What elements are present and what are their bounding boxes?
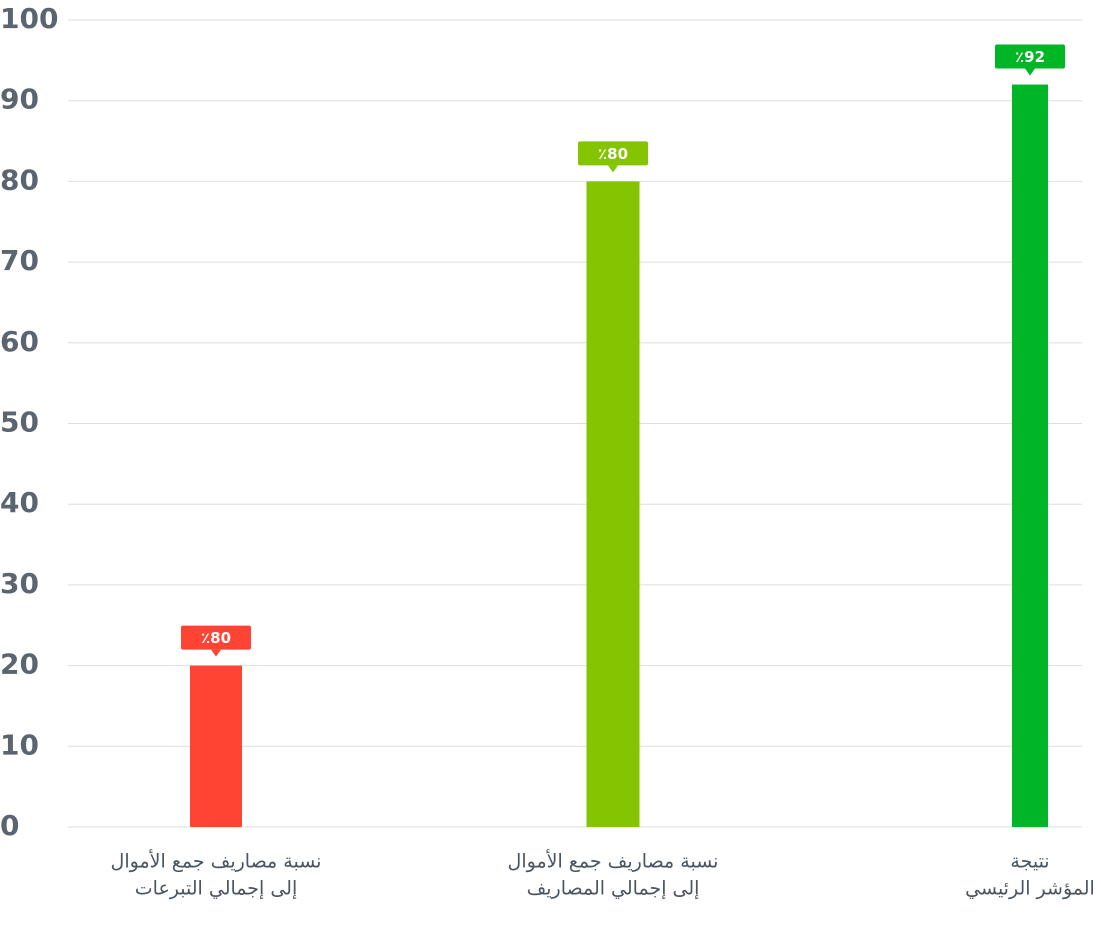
x-tick-label: نتيجة	[1010, 851, 1049, 873]
value-annotation: ٪80	[598, 145, 628, 163]
bar	[1012, 84, 1048, 827]
y-tick-label: 100	[0, 2, 58, 35]
y-tick-label: 0	[0, 809, 19, 842]
callout	[181, 625, 251, 650]
value-annotation: ٪80	[201, 629, 231, 647]
y-tick-label: 80	[0, 163, 39, 196]
y-tick-label: 50	[0, 406, 39, 439]
x-tick-label: إلى إجمالي التبرعات	[135, 878, 297, 901]
y-tick-label: 30	[0, 567, 39, 600]
y-tick-label: 10	[0, 728, 39, 761]
x-tick-label: نسبة مصاريف جمع الأموال	[508, 850, 719, 873]
bar	[586, 181, 640, 827]
x-tick-label: نسبة مصاريف جمع الأموال	[111, 850, 322, 873]
y-tick-label: 60	[0, 325, 39, 358]
callout-pointer	[211, 649, 221, 657]
callout	[995, 44, 1065, 69]
callout-pointer	[1025, 68, 1035, 76]
x-tick-label: المؤشر الرئيسي	[965, 878, 1095, 900]
callout	[578, 141, 648, 166]
y-tick-label: 70	[0, 244, 39, 277]
y-tick-label: 90	[0, 83, 39, 116]
y-tick-label: 40	[0, 486, 39, 519]
callout-pointer	[608, 165, 618, 173]
y-tick-label: 20	[0, 648, 39, 681]
x-tick-label: إلى إجمالي المصاريف	[527, 878, 700, 901]
value-annotation: ٪92	[1015, 48, 1045, 66]
bar	[190, 665, 242, 827]
